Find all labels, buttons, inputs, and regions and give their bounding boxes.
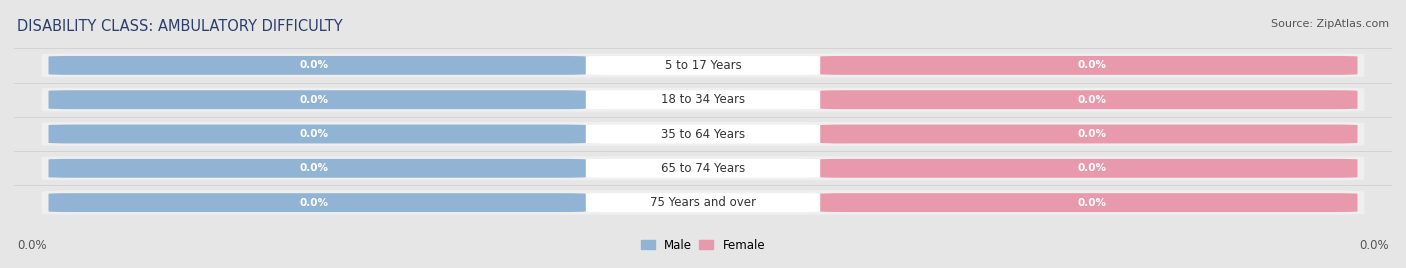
FancyBboxPatch shape — [48, 193, 586, 212]
Text: 0.0%: 0.0% — [299, 129, 328, 139]
FancyBboxPatch shape — [820, 90, 1358, 109]
Text: 0.0%: 0.0% — [1078, 95, 1107, 105]
FancyBboxPatch shape — [42, 122, 1364, 146]
FancyBboxPatch shape — [42, 156, 1364, 180]
FancyBboxPatch shape — [42, 53, 1364, 77]
Text: 0.0%: 0.0% — [1078, 60, 1107, 70]
Text: 75 Years and over: 75 Years and over — [650, 196, 756, 209]
Text: 0.0%: 0.0% — [299, 198, 328, 208]
FancyBboxPatch shape — [586, 193, 820, 212]
FancyBboxPatch shape — [42, 191, 1364, 215]
FancyBboxPatch shape — [820, 125, 1358, 143]
FancyBboxPatch shape — [48, 90, 586, 109]
Text: 65 to 74 Years: 65 to 74 Years — [661, 162, 745, 175]
FancyBboxPatch shape — [48, 125, 586, 143]
FancyBboxPatch shape — [586, 159, 820, 178]
FancyBboxPatch shape — [586, 56, 820, 75]
FancyBboxPatch shape — [586, 90, 820, 109]
Text: 0.0%: 0.0% — [299, 163, 328, 173]
Text: 0.0%: 0.0% — [299, 95, 328, 105]
FancyBboxPatch shape — [48, 159, 586, 178]
Text: DISABILITY CLASS: AMBULATORY DIFFICULTY: DISABILITY CLASS: AMBULATORY DIFFICULTY — [17, 19, 343, 34]
FancyBboxPatch shape — [820, 193, 1358, 212]
FancyBboxPatch shape — [820, 56, 1358, 75]
Text: 0.0%: 0.0% — [1360, 239, 1389, 252]
Text: 0.0%: 0.0% — [1078, 163, 1107, 173]
FancyBboxPatch shape — [42, 88, 1364, 112]
Text: 0.0%: 0.0% — [1078, 198, 1107, 208]
Text: 0.0%: 0.0% — [299, 60, 328, 70]
Legend: Male, Female: Male, Female — [641, 239, 765, 252]
Text: 0.0%: 0.0% — [1078, 129, 1107, 139]
Text: 0.0%: 0.0% — [17, 239, 46, 252]
Text: 35 to 64 Years: 35 to 64 Years — [661, 128, 745, 140]
FancyBboxPatch shape — [820, 159, 1358, 178]
Text: 18 to 34 Years: 18 to 34 Years — [661, 93, 745, 106]
Text: Source: ZipAtlas.com: Source: ZipAtlas.com — [1271, 19, 1389, 29]
FancyBboxPatch shape — [586, 125, 820, 143]
Text: 5 to 17 Years: 5 to 17 Years — [665, 59, 741, 72]
FancyBboxPatch shape — [48, 56, 586, 75]
